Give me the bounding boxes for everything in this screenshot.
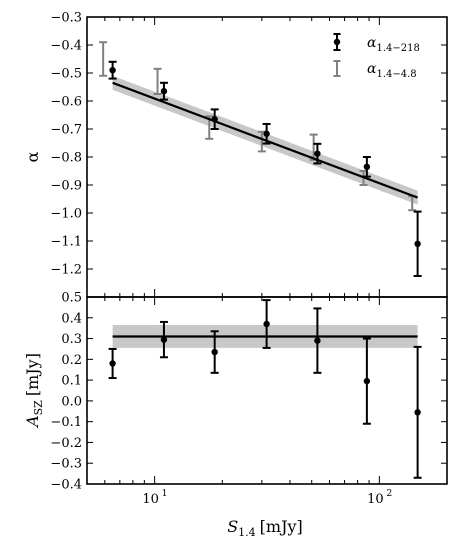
top-black-series [108, 60, 422, 277]
legend-label-grey: α1.4−4.8 [367, 61, 417, 80]
bottom-point-2 [210, 330, 219, 374]
bottom-marker [109, 360, 116, 367]
bottom-point-3 [262, 299, 271, 349]
top-y-tick-label: −0.9 [50, 179, 82, 194]
bottom-y-tick-label: −0.1 [50, 415, 82, 430]
top-fit-line [112, 81, 419, 199]
x-tick-label: 10 [142, 492, 159, 507]
bottom-point-1 [159, 320, 168, 359]
bottom-marker [314, 337, 321, 344]
top-black-marker [160, 88, 168, 95]
bottom-y-tick-label: 0.3 [61, 332, 82, 347]
top-black-point-0 [108, 60, 117, 80]
bottom-y-tick-label: 0.1 [61, 374, 82, 389]
top-grey-point-1 [153, 67, 162, 95]
x-axis-label: S1.4 [mJy] [227, 517, 303, 539]
bottom-y-tick-label: 0.5 [61, 291, 82, 306]
top-y-tick-label: −0.6 [50, 95, 82, 110]
top-y-tick-label: −0.7 [50, 123, 82, 138]
legend-item-grey: α1.4−4.8 [333, 60, 417, 80]
top-black-point-6 [413, 210, 422, 277]
top-black-point-4 [313, 142, 322, 165]
top-black-marker [414, 240, 421, 247]
bottom-point-0 [108, 347, 117, 380]
top-panel: −0.3 −0.4 −0.5 −0.6 −0.7 −0.8 −0.9 −1.0 −1.1 −1.2… [23, 11, 448, 305]
bottom-axes: 0.50.40.30.20.10.0−0.1−0.2−0.3−0.410 1 10 2 [50, 291, 448, 507]
bottom-marker [211, 348, 218, 356]
legend-item-black: α1.4−218 [333, 33, 420, 54]
top-y-tick-label: −0.8 [50, 151, 82, 166]
bottom-marker [363, 377, 371, 385]
x-tick-exponent: 1 [162, 489, 168, 499]
top-y-tick-label: −0.3 [50, 11, 82, 26]
bottom-point-5 [362, 337, 371, 425]
bottom-y-tick-label: −0.3 [50, 457, 82, 472]
bottom-marker [414, 409, 421, 416]
legend-label-black: α1.4−218 [367, 35, 420, 54]
legend: α1.4−218 α1.4−4.8 [333, 33, 420, 80]
top-y-tick-label: −1.0 [50, 207, 82, 222]
top-black-marker [363, 163, 371, 170]
top-black-point-3 [262, 122, 271, 145]
top-grey-series [99, 41, 417, 212]
bottom-y-axis-label: ASZ[mJy] [23, 353, 45, 429]
top-black-marker [314, 150, 321, 157]
top-axes: −0.3 −0.4 −0.5 −0.6 −0.7 −0.8 −0.9 −1.0 −1.1 −1.2 [50, 11, 448, 305]
x-tick-label: 10 [367, 492, 384, 507]
top-y-axis-label: α [23, 151, 42, 162]
top-y-tick-label: −0.5 [50, 67, 82, 82]
top-black-marker [263, 130, 270, 137]
top-y-tick-label: −1.1 [50, 235, 82, 250]
top-y-tick-label: −0.4 [50, 39, 82, 54]
bottom-panel: 0.50.40.30.20.10.0−0.1−0.2−0.3−0.410 1 10 2… [23, 291, 448, 539]
top-y-tick-label: −1.2 [50, 263, 82, 278]
top-axes-frame [86, 16, 448, 298]
bottom-y-tick-label: −0.4 [50, 478, 82, 493]
bottom-marker [263, 320, 270, 328]
x-tick-exponent: 2 [386, 489, 392, 499]
top-grey-point-0 [99, 41, 108, 77]
bottom-point-4 [313, 307, 322, 374]
bottom-y-tick-label: 0.2 [61, 353, 82, 368]
bottom-y-tick-label: 0.0 [61, 394, 82, 409]
bottom-y-tick-label: 0.4 [61, 311, 82, 326]
bottom-marker [160, 336, 168, 343]
top-fit-line [112, 81, 419, 199]
top-black-point-5 [362, 156, 371, 178]
bottom-series [108, 299, 422, 479]
bottom-axes-frame [86, 296, 448, 485]
top-black-marker [109, 67, 116, 74]
bottom-point-6 [413, 345, 422, 479]
bottom-y-tick-label: −0.2 [50, 436, 82, 451]
top-black-point-2 [210, 108, 219, 130]
top-black-marker [211, 116, 218, 123]
top-black-point-1 [159, 81, 168, 101]
